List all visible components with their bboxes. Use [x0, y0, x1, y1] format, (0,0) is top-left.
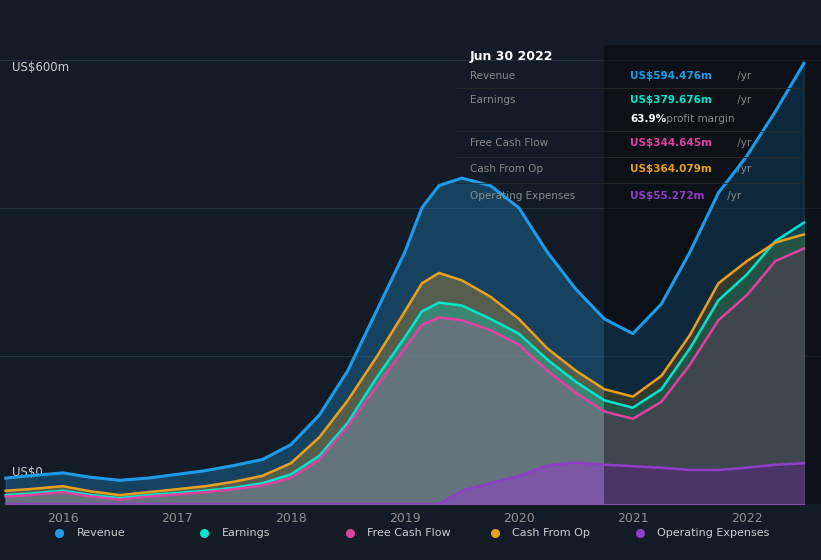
Text: Earnings: Earnings: [470, 95, 515, 105]
Text: Cash From Op: Cash From Op: [470, 164, 543, 174]
Text: Earnings: Earnings: [222, 529, 271, 538]
Text: Jun 30 2022: Jun 30 2022: [470, 50, 553, 63]
Text: US$364.079m: US$364.079m: [631, 164, 712, 174]
Text: US$55.272m: US$55.272m: [631, 192, 704, 201]
Text: /yr: /yr: [734, 95, 751, 105]
Bar: [604, 45, 821, 504]
Text: 63.9%: 63.9%: [631, 114, 667, 124]
Text: /yr: /yr: [734, 71, 751, 81]
Text: Operating Expenses: Operating Expenses: [658, 529, 770, 538]
Text: US$594.476m: US$594.476m: [631, 71, 712, 81]
Text: US$600m: US$600m: [12, 61, 70, 74]
Text: US$344.645m: US$344.645m: [631, 138, 712, 148]
Text: profit margin: profit margin: [663, 114, 735, 124]
Text: US$0: US$0: [12, 466, 43, 479]
Text: US$379.676m: US$379.676m: [631, 95, 712, 105]
Text: Revenue: Revenue: [470, 71, 515, 81]
Text: Cash From Op: Cash From Op: [512, 529, 590, 538]
Text: /yr: /yr: [734, 138, 751, 148]
Text: Operating Expenses: Operating Expenses: [470, 192, 575, 201]
Text: Revenue: Revenue: [77, 529, 126, 538]
Text: Free Cash Flow: Free Cash Flow: [367, 529, 451, 538]
Text: /yr: /yr: [734, 164, 751, 174]
Text: /yr: /yr: [724, 192, 741, 201]
Text: Free Cash Flow: Free Cash Flow: [470, 138, 548, 148]
